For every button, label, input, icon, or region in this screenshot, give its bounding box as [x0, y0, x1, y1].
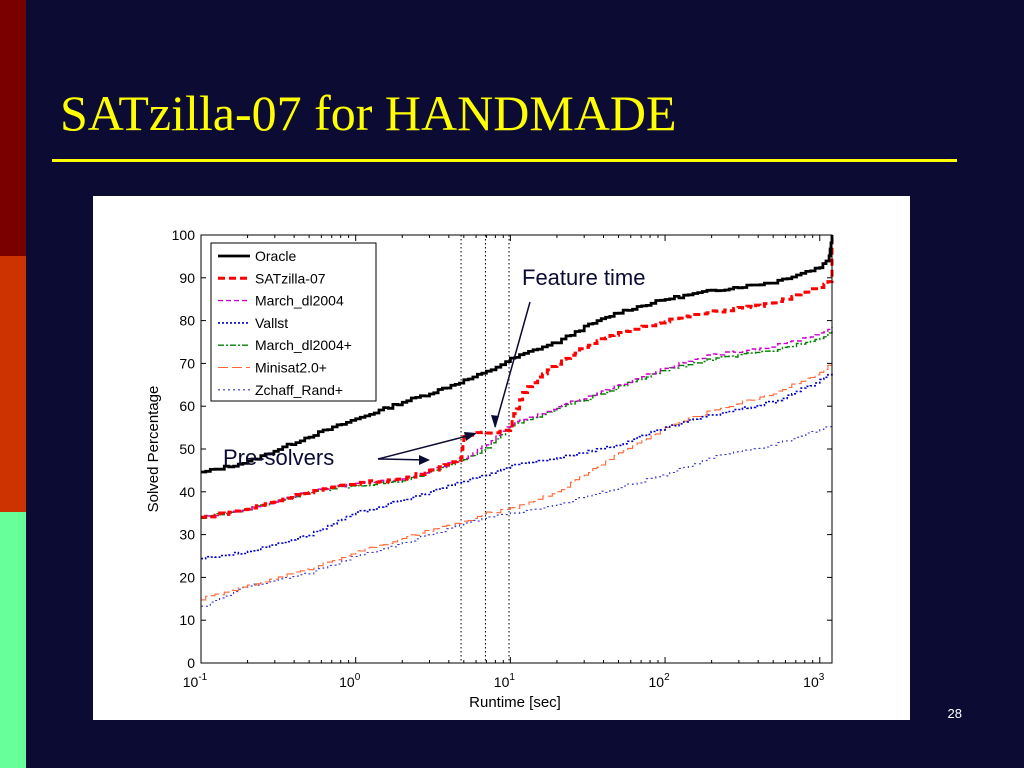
- y-tick-label: 30: [179, 527, 195, 543]
- legend: Oracle SATzilla-07 March_dl2004 Vallst March…: [210, 242, 377, 402]
- annotation-pre-solvers: Pre-solvers: [223, 432, 477, 470]
- legend-box: [210, 242, 377, 402]
- feature-time-arrowhead: [491, 415, 499, 428]
- y-tick-label: 100: [172, 227, 196, 243]
- x-tick-label: 100: [339, 672, 361, 690]
- legend-label: March_dl2004+: [255, 337, 352, 353]
- y-tick-label: 50: [179, 441, 195, 457]
- legend-label: SATzilla-07: [255, 270, 326, 286]
- legend-label: Oracle: [255, 248, 296, 264]
- x-tick-label: 10-1: [183, 672, 208, 690]
- slide-title: SATzilla-07 for HANDMADE: [60, 85, 677, 141]
- legend-label: March_dl2004: [255, 293, 344, 309]
- x-axis-label: Runtime [sec]: [469, 694, 561, 711]
- y-tick-label: 80: [179, 313, 195, 329]
- title-underline: [52, 159, 957, 162]
- legend-label: Zchaff_Rand+: [255, 382, 343, 398]
- series-line-satzilla-07: [201, 235, 834, 519]
- side-band-middle: [0, 256, 26, 512]
- x-tick-label: 101: [494, 672, 516, 690]
- y-tick-label: 60: [179, 398, 195, 414]
- series-line-zchaff-rand-: [201, 423, 833, 607]
- series-line-oracle: [201, 235, 834, 474]
- y-tick-label: 10: [179, 612, 195, 628]
- feature-time-label: Feature time: [522, 265, 646, 290]
- side-band-top: [0, 0, 26, 256]
- y-tick-label: 90: [179, 270, 195, 286]
- y-tick-label: 20: [179, 569, 195, 585]
- feature-time-arrow: [494, 301, 531, 428]
- y-axis-label: Solved Percentage: [145, 386, 162, 513]
- pre-solvers-arrowhead-1: [464, 432, 477, 441]
- legend-label: Minisat2.0+: [255, 360, 327, 376]
- pre-solvers-label: Pre-solvers: [223, 445, 334, 470]
- x-tick-label: 102: [648, 672, 670, 690]
- y-tick-label: 40: [179, 484, 195, 500]
- annotation-feature-time: Feature time: [491, 265, 646, 428]
- slide-number: 28: [947, 706, 962, 721]
- x-tick-label: 103: [803, 672, 825, 690]
- y-tick-label: 70: [179, 355, 195, 371]
- y-tick-label: 0: [187, 655, 195, 671]
- series-line-minisat2-0-: [201, 363, 833, 601]
- legend-label: Vallst: [255, 315, 288, 331]
- pre-solvers-arrowhead-2: [419, 455, 430, 465]
- pre-solvers-arrow-1: [377, 433, 476, 460]
- side-band-bottom: [0, 512, 26, 768]
